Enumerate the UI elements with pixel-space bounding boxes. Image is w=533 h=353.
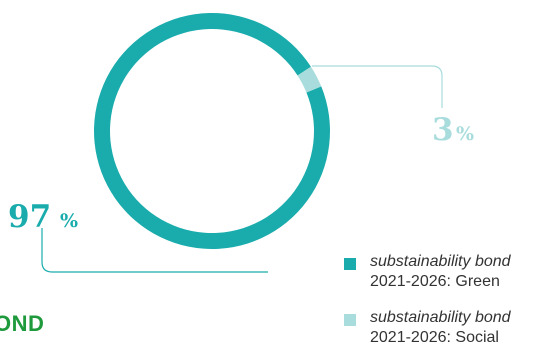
donut-slice-green [93,12,330,249]
legend-label-line2: 2021-2026: Social [370,329,499,346]
donut-slice-social [297,66,322,93]
green-percentage-value: 97 [8,199,51,235]
legend-label-line1: substainability bond [370,253,511,270]
section-heading-fragment: OND [0,311,45,336]
social-percentage-unit: % [456,123,474,145]
social-percentage-value: 3 [432,112,454,148]
legend-swatch-social [344,314,356,326]
leader-line-green [41,228,268,273]
legend-label-line2: 2021-2026: Green [370,273,500,290]
legend-swatch-green [344,258,356,270]
green-percentage-unit: % [60,210,78,232]
leader-line-social [312,65,443,108]
legend-label-line1: substainability bond [370,309,511,326]
